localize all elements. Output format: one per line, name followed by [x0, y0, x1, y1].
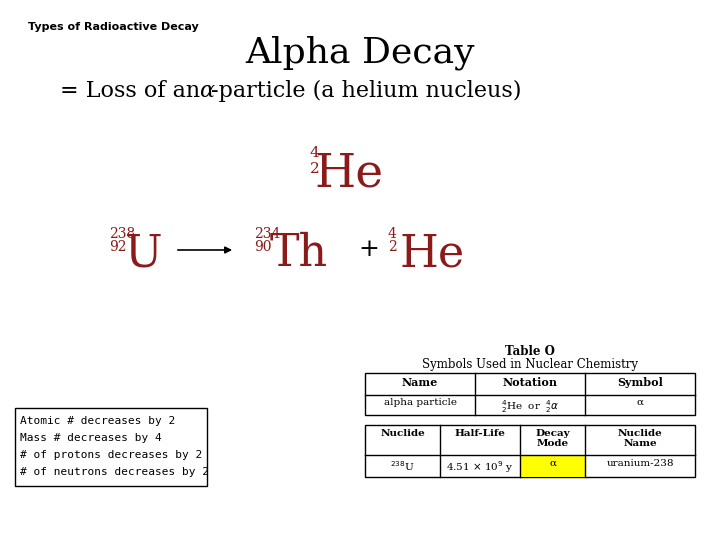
Bar	[520, 455, 585, 477]
Text: alpha particle: alpha particle	[384, 398, 456, 407]
Text: uranium-238: uranium-238	[606, 459, 674, 468]
Text: 238: 238	[109, 227, 135, 241]
Text: Th: Th	[270, 232, 328, 275]
Text: # of protons decreases by 2: # of protons decreases by 2	[20, 450, 202, 460]
Bar	[15, 408, 207, 486]
Text: Mass # decreases by 4: Mass # decreases by 4	[20, 433, 162, 443]
Text: He: He	[314, 151, 383, 196]
Text: 4.51 $\times$ 10$^9$ y: 4.51 $\times$ 10$^9$ y	[446, 459, 514, 475]
Text: 90: 90	[254, 240, 271, 254]
Text: $^{238}$U: $^{238}$U	[390, 459, 415, 473]
Bar	[365, 425, 695, 477]
Text: Half-Life: Half-Life	[454, 429, 505, 438]
Text: α: α	[199, 80, 214, 102]
Text: Types of Radioactive Decay: Types of Radioactive Decay	[28, 22, 199, 32]
Text: Nuclide
Name: Nuclide Name	[618, 429, 662, 448]
Text: = Loss of an: = Loss of an	[60, 80, 207, 102]
Text: Table O: Table O	[505, 345, 555, 358]
Text: U: U	[125, 232, 163, 275]
Text: Name: Name	[402, 377, 438, 388]
Text: $^4_2$He  or  $^4_2\alpha$: $^4_2$He or $^4_2\alpha$	[501, 398, 559, 415]
Text: Symbols Used in Nuclear Chemistry: Symbols Used in Nuclear Chemistry	[422, 358, 638, 371]
Text: +: +	[358, 238, 379, 261]
Text: 92: 92	[109, 240, 127, 254]
Text: Decay
Mode: Decay Mode	[535, 429, 570, 448]
Text: Symbol: Symbol	[617, 377, 663, 388]
Text: 4: 4	[310, 146, 320, 160]
Bar	[365, 373, 695, 415]
Text: # of neutrons decreases by 2: # of neutrons decreases by 2	[20, 467, 209, 477]
Text: Notation: Notation	[503, 377, 557, 388]
Text: Alpha Decay: Alpha Decay	[246, 35, 474, 70]
Text: 4: 4	[388, 227, 397, 241]
Text: α: α	[549, 459, 556, 468]
Text: 2: 2	[388, 240, 397, 254]
Text: He: He	[400, 232, 465, 275]
Text: Atomic # decreases by 2: Atomic # decreases by 2	[20, 416, 175, 426]
Text: 234: 234	[254, 227, 280, 241]
Text: -particle (a helium nucleus): -particle (a helium nucleus)	[211, 80, 521, 102]
Text: Nuclide: Nuclide	[380, 429, 425, 438]
Text: α: α	[636, 398, 644, 407]
Text: 2: 2	[310, 162, 320, 176]
